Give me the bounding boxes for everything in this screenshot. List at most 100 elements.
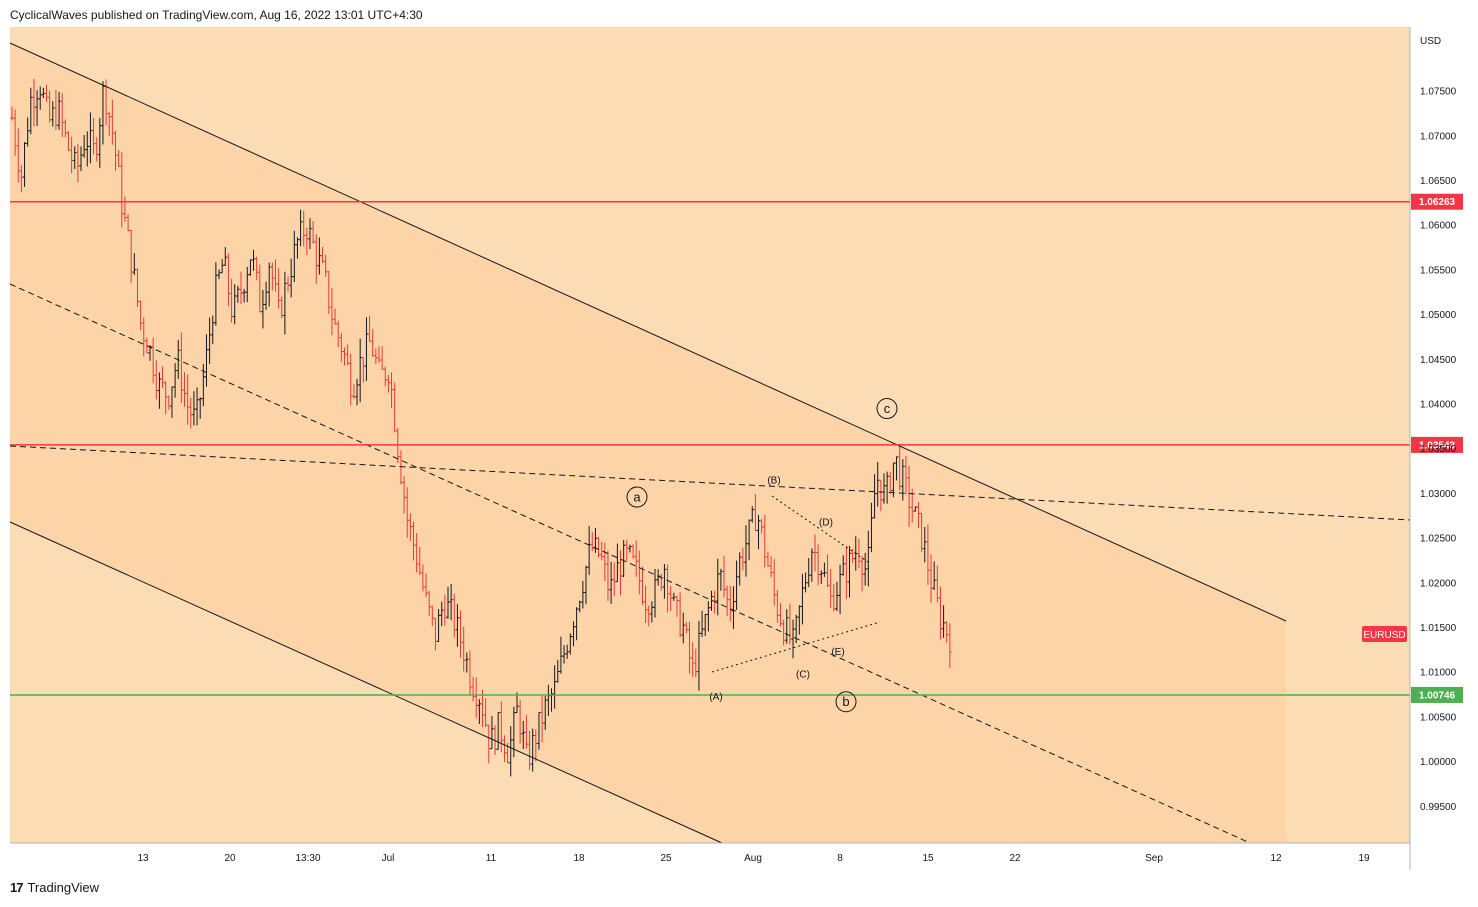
ohlc-bar [640,566,645,605]
ohlc-bar [32,78,36,127]
ohlc-bar [678,592,682,638]
price-axis[interactable]: 0.99500 1.00000 1.00500 1.01000 1.01500 1.020… [1420,87,1457,813]
ohlc-bar [788,603,792,645]
ohlc-bar [154,360,158,400]
ohlc-bar [51,101,55,127]
ohlc-bar [568,633,572,655]
time-axis[interactable]: 13 20 13:30 Jul 11 18 25 Aug 8 15 22 Sep 12 19 [137,853,1370,864]
ohlc-bar [665,564,670,613]
ohlc-bar [929,554,933,603]
x-tick-label: Sep [1145,853,1163,864]
ohlc-bar [101,81,105,145]
ohlc-bar [286,276,290,292]
ohlc-bar [716,558,720,616]
ohlc-bar [644,585,648,623]
ohlc-bar [430,605,434,626]
ohlc-bar [741,547,745,571]
ohlc-bar [311,221,315,244]
ohlc-bar [731,586,736,629]
ohlc-bar [813,534,817,572]
ohlc-bar [596,536,601,558]
ohlc-bar [769,556,773,578]
ohlc-bar [455,604,460,647]
ohlc-bar [719,568,723,591]
ohlc-bar [926,524,930,585]
ohlc-bar [772,559,776,606]
ohlc-bar [389,372,394,409]
ohlc-bar [540,696,544,743]
ohlc-bar [703,614,707,636]
ohlc-bar [452,593,456,638]
ohlc-bar [255,256,259,281]
ohlc-bar [882,473,886,504]
ohlc-bar [687,621,692,674]
ohlc-bar [502,735,507,763]
ohlc-bar [415,533,419,573]
ohlc-bar [405,487,409,538]
ohlc-bar [261,290,265,329]
ohlc-bar [935,565,939,603]
level-price-tag [1411,686,1463,703]
ohlc-bar [170,386,174,418]
y-tick-label: 0.99500 [1420,802,1457,813]
ohlc-bar [898,443,902,491]
ohlc-bar [810,548,814,582]
ohlc-bar [606,551,610,602]
ohlc-bar [204,334,209,387]
ohlc-bar [565,644,569,659]
ohlc-bar [700,610,704,638]
y-tick-label: 1.02500 [1420,534,1457,545]
tradingview-footer[interactable]: 17 TradingView [10,880,99,895]
ohlc-bar [622,539,626,578]
ohlc-bar [866,530,870,587]
ohlc-bar [386,374,390,393]
x-tick-label: 25 [660,853,672,864]
ohlc-bar [346,344,350,366]
ohlc-bar [44,84,49,102]
ohlc-bar [424,573,428,597]
ohlc-bar [913,506,917,512]
ohlc-bar [13,109,17,156]
ohlc-bar [879,479,883,512]
ohlc-bar [744,525,748,577]
ohlc-bar [709,590,714,611]
ohlc-bar [763,514,767,568]
ohlc-bar [123,196,127,222]
ohlc-bar [477,699,481,725]
ohlc-bar [876,462,880,507]
ohlc-bar [110,99,114,145]
ohlc-bar [151,337,155,384]
ohlc-bar [471,676,475,702]
ohlc-bar [556,659,560,683]
ohlc-bar [637,550,641,595]
ohlc-bar [95,137,99,162]
ohlc-bar [631,543,635,559]
y-tick-label: 1.04500 [1420,355,1457,366]
ohlc-bar [402,476,406,514]
ohlc-bar [220,259,224,274]
ohlc-bar [800,573,805,625]
ohlc-bar [393,382,397,433]
ohlc-bar [634,540,638,577]
ohlc-bar [932,561,936,591]
ohlc-bar [182,372,187,407]
ohlc-bar [446,586,450,619]
ohlc-bar [308,218,312,250]
ohlc-bar [738,552,742,586]
ohlc-bar [226,253,231,307]
ohlc-bar [734,560,739,610]
ohlc-bar [79,146,83,172]
x-tick-label: 18 [573,853,585,864]
ohlc-bar [948,623,952,668]
wave-labels: a b c (A) (B) (C) (D) (E) [626,398,898,713]
ohlc-bar [179,332,183,404]
ohlc-bar [10,106,14,121]
ohlc-bar [339,332,343,362]
y-tick-label: 1.03500 [1420,444,1457,455]
symbol-badge: EURUSD [1362,626,1407,642]
ohlc-bar [19,165,24,193]
ohlc-bar [515,692,519,714]
ohlc-bar [518,699,522,744]
ohlc-bar [35,90,39,127]
